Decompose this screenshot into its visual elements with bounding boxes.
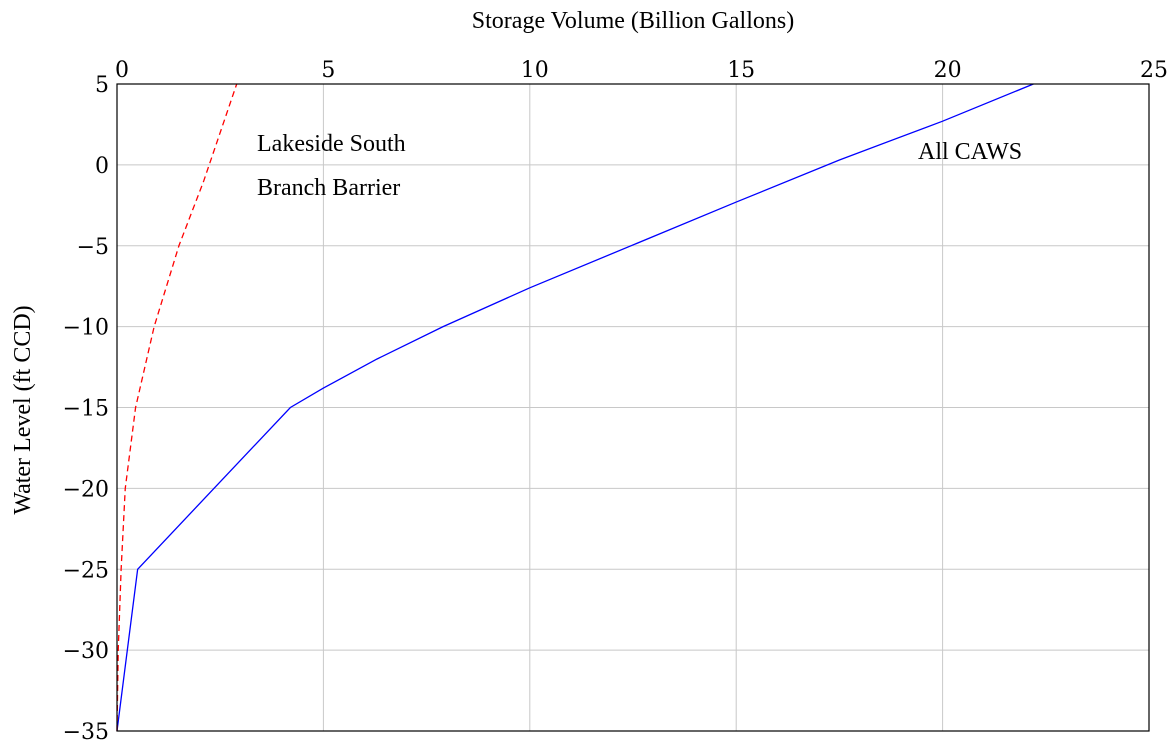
x-tick-label: 15 — [727, 58, 755, 83]
x-tick-label: 10 — [521, 58, 549, 83]
y-tick-label: −15 — [63, 397, 109, 422]
x-tick-label: 5 — [321, 58, 335, 83]
annotation-line: All CAWS — [918, 139, 1022, 165]
y-tick-label: −35 — [63, 720, 109, 744]
y-tick-label: 5 — [95, 73, 109, 98]
annotation-line: Branch Barrier — [257, 175, 400, 201]
x-tick-label: 20 — [934, 58, 962, 83]
y-tick-label: −30 — [63, 639, 109, 664]
annotation-all-caws: All CAWS — [918, 139, 1022, 165]
x-axis-title: Storage Volume (Billion Gallons) — [472, 8, 794, 34]
y-tick-label: −20 — [63, 477, 109, 502]
x-tick-label: 0 — [115, 58, 129, 83]
y-tick-label: −25 — [63, 558, 109, 583]
y-tick-label: 0 — [95, 154, 109, 179]
y-tick-label: −5 — [77, 235, 109, 260]
series-layer — [116, 83, 1034, 732]
series-line-all-caws — [116, 83, 1034, 732]
y-tick-label: −10 — [63, 316, 109, 341]
series-line-lakeside-south-branch-barrier — [116, 83, 238, 732]
annotation-lakeside-south-branch-barrier: Lakeside South Branch Barrier — [257, 131, 406, 201]
y-axis-title: Water Level (ft CCD) — [10, 305, 36, 514]
plot-frame — [116, 83, 1150, 732]
x-tick-label: 25 — [1140, 58, 1168, 83]
annotation-line: Lakeside South — [257, 131, 406, 157]
